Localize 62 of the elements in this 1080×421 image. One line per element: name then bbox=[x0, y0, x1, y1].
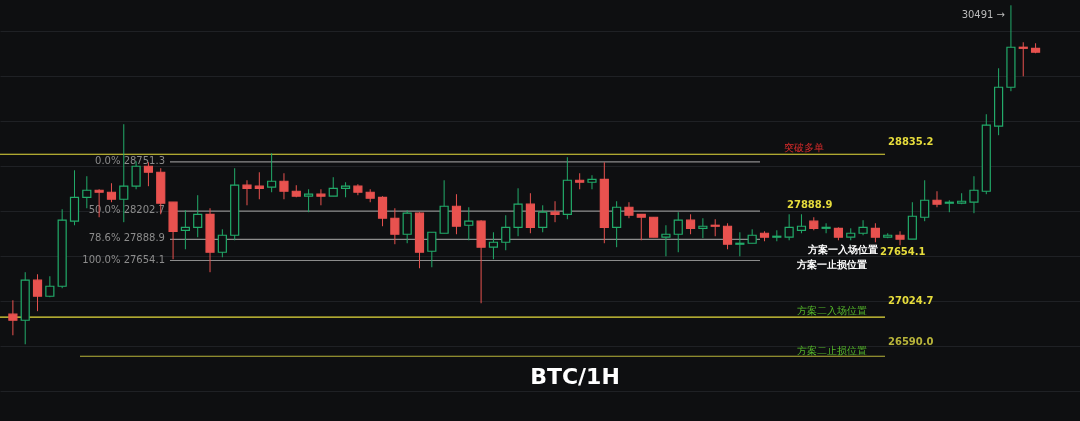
candlestick bbox=[722, 222, 733, 250]
candlestick bbox=[106, 182, 117, 203]
candlestick bbox=[1018, 41, 1028, 77]
candlestick bbox=[735, 231, 745, 257]
ref-line-label: 0.0% 28751.3 bbox=[95, 154, 165, 166]
candlestick bbox=[661, 224, 671, 257]
candlestick bbox=[402, 209, 412, 244]
candlestick bbox=[254, 171, 264, 200]
annotation: 方案一止损位置 bbox=[796, 259, 867, 270]
candlestick bbox=[525, 192, 535, 234]
candlestick bbox=[32, 273, 43, 312]
ref-line-label: 26590.0 bbox=[888, 336, 934, 348]
candlestick bbox=[242, 179, 252, 206]
candlestick bbox=[316, 188, 326, 206]
ref-line-label: 100.0% 27654.1 bbox=[82, 253, 165, 265]
candlestick bbox=[932, 190, 942, 208]
candlestick bbox=[685, 213, 696, 235]
candlestick bbox=[180, 209, 190, 250]
candlestick bbox=[649, 216, 659, 238]
annotation: 27888.9 bbox=[787, 199, 833, 210]
text: BTC/1H bbox=[530, 364, 620, 389]
candlestick bbox=[390, 207, 400, 245]
candlestick bbox=[969, 175, 979, 214]
annotation: 方案二止损位置 bbox=[797, 345, 867, 357]
candlestick bbox=[870, 222, 880, 243]
candlestick bbox=[907, 201, 917, 240]
candlestick bbox=[550, 200, 560, 223]
candlestick bbox=[279, 172, 289, 200]
candlestick bbox=[698, 217, 708, 239]
candlestick bbox=[673, 211, 683, 253]
annotation: 方案二入场位置 bbox=[797, 305, 867, 317]
candlestick bbox=[267, 152, 277, 193]
candlestick bbox=[858, 219, 868, 236]
candlestick bbox=[513, 187, 523, 237]
candlestick bbox=[304, 188, 314, 213]
candlestick bbox=[69, 169, 80, 226]
annotation: 30491 → bbox=[961, 9, 1005, 20]
annotation: 27654.1 bbox=[880, 246, 926, 257]
candlestick bbox=[920, 179, 930, 222]
candlestick bbox=[464, 206, 474, 241]
candlestick bbox=[538, 204, 548, 233]
candlestick bbox=[821, 222, 831, 234]
candlestick bbox=[488, 231, 499, 260]
candlestick bbox=[612, 200, 622, 248]
annotation: 方案一入场位置 bbox=[807, 244, 878, 256]
candlestick bbox=[451, 193, 462, 235]
candlestick bbox=[193, 194, 203, 238]
candlestick bbox=[784, 213, 794, 241]
ref-line-label: 78.6% 27888.9 bbox=[88, 232, 165, 244]
candlestick bbox=[328, 176, 338, 197]
candlestick bbox=[8, 299, 18, 336]
annotation: 突破多单 bbox=[784, 142, 824, 154]
candlestick bbox=[377, 195, 388, 227]
ref-line-label: 27024.7 bbox=[888, 295, 934, 307]
candlestick bbox=[636, 213, 646, 241]
candlestick bbox=[217, 228, 227, 258]
candlestick bbox=[427, 231, 437, 268]
ref-line-label: 28835.2 bbox=[888, 136, 934, 148]
candlestick bbox=[587, 174, 597, 190]
candlestick bbox=[501, 214, 511, 251]
candlestick bbox=[796, 213, 807, 234]
candlestick bbox=[895, 230, 905, 246]
